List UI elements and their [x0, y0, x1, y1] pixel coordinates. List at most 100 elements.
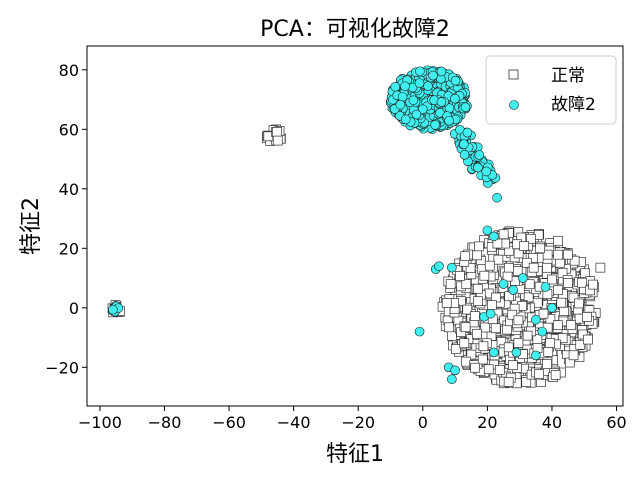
- normal-point: [272, 135, 283, 146]
- normal-point: [507, 309, 518, 320]
- normal-point: [580, 268, 590, 279]
- legend-box: [485, 55, 617, 125]
- normal-point: [577, 329, 588, 340]
- normal-point: [547, 274, 557, 285]
- normal-point: [503, 377, 514, 387]
- y-tick-label: −20: [45, 358, 79, 377]
- normal-point: [490, 323, 501, 334]
- normal-point: [455, 271, 465, 281]
- normal-point: [555, 257, 565, 268]
- normal-point: [483, 364, 494, 375]
- x-tick-label: −80: [148, 413, 182, 432]
- fault2-point: [430, 120, 440, 130]
- legend: 正常 故障2: [485, 55, 617, 125]
- x-tick-label: 0: [418, 413, 428, 432]
- normal-point: [522, 330, 533, 341]
- normal-point: [441, 298, 452, 308]
- fault2-point: [473, 162, 483, 173]
- fault2-point: [537, 326, 548, 337]
- fault2-point: [489, 347, 499, 358]
- x-tick-label: −100: [78, 413, 122, 432]
- fault2-point: [414, 78, 425, 88]
- normal-point: [461, 356, 471, 367]
- normal-point: [575, 339, 586, 350]
- normal-point: [493, 254, 504, 265]
- normal-point: [524, 279, 535, 290]
- normal-point: [472, 328, 482, 339]
- normal-point: [473, 296, 483, 307]
- normal-point: [521, 377, 532, 387]
- normal-point: [577, 277, 587, 288]
- fault2-point: [459, 150, 470, 160]
- x-tick-label: −40: [277, 413, 311, 432]
- normal-point: [479, 270, 490, 281]
- normal-point: [535, 243, 545, 254]
- normal-point: [444, 322, 454, 333]
- plot-frame: [86, 45, 624, 407]
- y-tick-label: 20: [59, 239, 79, 258]
- normal-point: [508, 360, 518, 371]
- y-tick-label: 0: [69, 299, 79, 318]
- fault2-point: [434, 261, 444, 271]
- fault2-point: [459, 139, 469, 150]
- normal-point: [542, 249, 553, 260]
- normal-point: [460, 322, 471, 333]
- normal-point: [557, 333, 568, 344]
- fault2-point: [492, 192, 502, 203]
- normal-point: [569, 255, 580, 266]
- fault2-point: [436, 66, 447, 77]
- fault2-point: [462, 127, 473, 138]
- normal-point: [583, 334, 593, 345]
- legend-label-normal: 正常: [551, 66, 585, 86]
- normal-point: [451, 344, 461, 354]
- fault2-point: [450, 365, 460, 376]
- normal-point: [521, 257, 532, 268]
- normal-point: [460, 251, 471, 262]
- normal-point: [484, 260, 495, 271]
- normal-point: [504, 262, 514, 273]
- normal-point: [568, 292, 579, 303]
- x-tick-label: −20: [341, 413, 375, 432]
- points-layer: [107, 65, 606, 389]
- normal-point: [588, 279, 598, 290]
- normal-point: [582, 312, 592, 322]
- normal-point: [563, 249, 573, 260]
- normal-point: [472, 283, 483, 294]
- normal-point: [503, 342, 514, 353]
- fault2-point: [390, 81, 401, 92]
- normal-point: [595, 262, 606, 273]
- normal-point: [513, 315, 524, 326]
- fault2-point: [411, 109, 422, 120]
- fault2-point: [498, 279, 509, 289]
- x-tick-label: −60: [212, 413, 246, 432]
- fault2-point: [444, 115, 454, 126]
- x-axis-label: 特征1: [326, 442, 384, 467]
- normal-point: [550, 370, 561, 380]
- normal-point: [528, 262, 539, 273]
- legend-marker-fault2: [509, 100, 519, 110]
- x-tick-label: 20: [477, 413, 497, 432]
- fault2-point: [489, 231, 499, 242]
- normal-point: [542, 359, 552, 370]
- normal-point: [526, 233, 536, 244]
- normal-point: [559, 306, 569, 317]
- fault2-point: [511, 347, 522, 358]
- y-axis-label: 特征2: [19, 197, 44, 255]
- normal-point: [553, 249, 564, 260]
- fault2-point: [414, 326, 425, 337]
- fault2-point: [417, 104, 428, 115]
- fault2-point: [531, 314, 541, 325]
- normal-point: [513, 338, 524, 348]
- y-tick-label: 40: [59, 180, 79, 199]
- normal-point: [502, 271, 513, 282]
- normal-point: [498, 229, 509, 240]
- fault2-point: [481, 166, 492, 177]
- normal-point: [470, 311, 480, 321]
- normal-point: [465, 263, 476, 273]
- normal-point: [568, 350, 579, 361]
- fault2-point: [482, 225, 493, 236]
- normal-point: [543, 347, 554, 357]
- normal-point: [556, 297, 567, 308]
- fault2-point: [400, 81, 410, 92]
